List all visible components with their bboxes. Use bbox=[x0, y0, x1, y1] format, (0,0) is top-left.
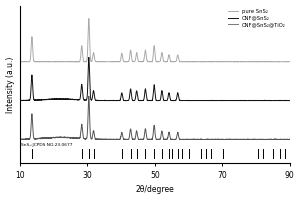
pure SnS₂ bbox=[283, 60, 286, 63]
CNF@SnS₂@TiO₂ bbox=[87, 95, 91, 97]
CNF@SnS₂ bbox=[65, 98, 69, 100]
Line: CNF@SnS₂@TiO₂: CNF@SnS₂@TiO₂ bbox=[20, 96, 290, 139]
pure SnS₂ bbox=[134, 59, 137, 61]
CNF@SnS₂ bbox=[254, 99, 257, 102]
CNF@SnS₂ bbox=[49, 98, 53, 100]
pure SnS₂ bbox=[49, 60, 53, 63]
Y-axis label: Intensity (a.u.): Intensity (a.u.) bbox=[6, 56, 15, 113]
pure SnS₂ bbox=[288, 61, 291, 63]
Text: SnS₂:JCPDS NO.23.0677: SnS₂:JCPDS NO.23.0677 bbox=[21, 143, 73, 147]
CNF@SnS₂@TiO₂ bbox=[65, 136, 69, 139]
CNF@SnS₂ bbox=[283, 99, 286, 102]
CNF@SnS₂@TiO₂ bbox=[18, 138, 22, 140]
CNF@SnS₂ bbox=[122, 99, 125, 101]
CNF@SnS₂ bbox=[19, 99, 22, 102]
CNF@SnS₂ bbox=[18, 99, 22, 102]
CNF@SnS₂ bbox=[87, 56, 91, 59]
Line: CNF@SnS₂: CNF@SnS₂ bbox=[20, 57, 290, 101]
pure SnS₂ bbox=[254, 60, 257, 63]
Line: pure SnS₂: pure SnS₂ bbox=[20, 19, 290, 62]
CNF@SnS₂@TiO₂ bbox=[288, 138, 291, 141]
Legend: pure SnS₂, CNF@SnS₂, CNF@SnS₂@TiO₂: pure SnS₂, CNF@SnS₂, CNF@SnS₂@TiO₂ bbox=[227, 8, 287, 28]
pure SnS₂ bbox=[65, 61, 69, 63]
CNF@SnS₂ bbox=[134, 98, 137, 100]
CNF@SnS₂@TiO₂ bbox=[254, 138, 257, 141]
CNF@SnS₂@TiO₂ bbox=[122, 138, 125, 141]
CNF@SnS₂@TiO₂ bbox=[49, 136, 53, 139]
pure SnS₂ bbox=[87, 17, 91, 20]
CNF@SnS₂ bbox=[288, 99, 291, 102]
pure SnS₂ bbox=[18, 60, 22, 63]
pure SnS₂ bbox=[122, 60, 125, 62]
X-axis label: 2θ/degree: 2θ/degree bbox=[136, 185, 174, 194]
CNF@SnS₂@TiO₂ bbox=[134, 136, 137, 139]
pure SnS₂ bbox=[18, 61, 22, 63]
CNF@SnS₂@TiO₂ bbox=[283, 138, 286, 141]
CNF@SnS₂@TiO₂ bbox=[19, 138, 22, 141]
